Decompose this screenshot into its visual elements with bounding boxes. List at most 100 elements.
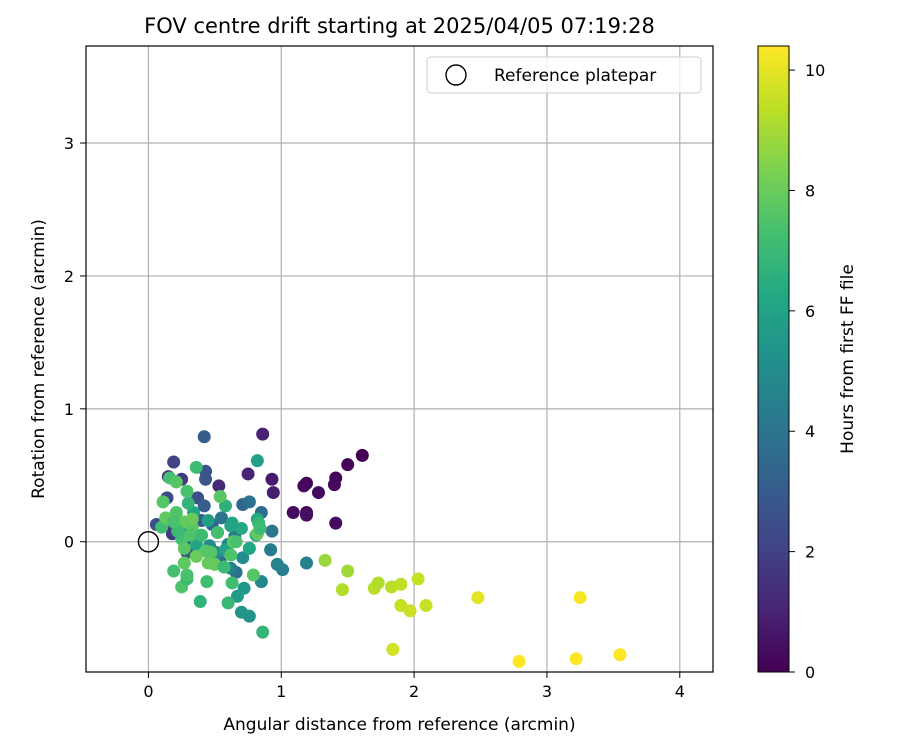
data-point xyxy=(341,458,355,472)
data-point xyxy=(181,496,195,510)
data-point xyxy=(386,642,400,656)
data-point xyxy=(201,556,215,570)
legend-box xyxy=(426,56,702,94)
data-point xyxy=(613,648,627,662)
data-point xyxy=(471,591,485,605)
colorbar-tick-label: 0 xyxy=(805,663,815,682)
data-point xyxy=(242,495,256,509)
reference-marker xyxy=(137,531,160,553)
data-point xyxy=(193,595,207,609)
data-point xyxy=(300,508,314,522)
data-point xyxy=(569,652,583,666)
data-point xyxy=(212,479,226,493)
data-point xyxy=(224,519,238,533)
x-tick-label: 1 xyxy=(276,682,286,701)
data-point xyxy=(573,591,587,605)
colorbar-tick-label: 6 xyxy=(805,302,815,321)
data-point xyxy=(256,625,270,639)
colorbar-tick-label: 4 xyxy=(805,422,815,441)
data-point xyxy=(234,521,248,535)
data-point xyxy=(213,490,227,504)
x-tick-label: 0 xyxy=(143,682,153,701)
data-point xyxy=(253,521,267,535)
data-point xyxy=(177,541,191,555)
data-point xyxy=(167,515,181,529)
data-point xyxy=(224,548,238,562)
data-point xyxy=(180,484,194,498)
data-point xyxy=(177,556,191,570)
data-point xyxy=(197,430,211,444)
data-point xyxy=(341,564,355,578)
colorbar-gradient xyxy=(758,46,789,672)
data-point xyxy=(300,556,314,570)
data-point xyxy=(167,564,181,578)
data-point xyxy=(327,478,341,492)
colorbar-tick-label: 2 xyxy=(805,543,815,562)
colorbar-frame xyxy=(757,45,790,673)
data-point xyxy=(246,568,260,582)
data-point xyxy=(329,516,343,530)
data-point xyxy=(264,543,278,557)
chart-title: FOV centre drift starting at 2025/04/05 … xyxy=(144,14,655,38)
data-point xyxy=(371,576,385,590)
data-point xyxy=(183,528,197,542)
data-point xyxy=(189,549,203,563)
y-axis-ticks: 0 1 2 3 xyxy=(64,134,86,552)
data-point xyxy=(411,572,425,586)
data-point xyxy=(355,448,369,462)
data-point xyxy=(185,512,199,526)
data-point xyxy=(229,535,243,549)
data-point xyxy=(201,513,215,527)
data-point xyxy=(394,577,408,591)
data-point xyxy=(403,604,417,618)
data-point xyxy=(311,486,325,500)
data-point xyxy=(156,495,170,509)
legend-label: Reference platepar xyxy=(494,66,656,86)
data-point xyxy=(195,528,209,542)
y-tick-label: 2 xyxy=(64,267,74,286)
data-point xyxy=(318,553,332,567)
data-point xyxy=(169,475,183,489)
data-point xyxy=(230,589,244,603)
data-point xyxy=(189,460,203,474)
data-point xyxy=(180,568,194,582)
data-point xyxy=(419,599,433,613)
plot-frame xyxy=(85,45,714,673)
colorbar-label: Hours from first FF file xyxy=(838,264,858,454)
data-point xyxy=(167,455,181,469)
data-point xyxy=(199,472,213,486)
x-tick-label: 2 xyxy=(409,682,419,701)
y-tick-label: 1 xyxy=(64,400,74,419)
data-point xyxy=(266,486,280,500)
colorbar-ticks: 0 2 4 6 8 10 xyxy=(789,61,825,682)
scatter-points xyxy=(149,427,627,668)
data-point xyxy=(214,511,228,525)
data-point xyxy=(297,479,311,493)
x-axis-label: Angular distance from reference (arcmin) xyxy=(223,715,575,735)
data-point xyxy=(204,545,218,559)
data-point xyxy=(225,576,239,590)
data-point xyxy=(250,454,264,468)
x-tick-label: 4 xyxy=(675,682,685,701)
data-point xyxy=(270,557,284,571)
colorbar: 0 2 4 6 8 10 Hours from first FF file xyxy=(757,45,858,682)
data-point xyxy=(200,575,214,589)
colorbar-tick-label: 8 xyxy=(805,181,815,200)
data-point xyxy=(241,467,255,481)
y-tick-label: 3 xyxy=(64,134,74,153)
data-point xyxy=(211,525,225,539)
data-point xyxy=(242,541,256,555)
legend: Reference platepar xyxy=(426,56,702,94)
y-tick-label: 0 xyxy=(64,533,74,552)
data-point xyxy=(265,472,279,486)
y-axis-label: Rotation from reference (arcmin) xyxy=(29,219,49,499)
x-tick-label: 3 xyxy=(542,682,552,701)
legend-reference-marker xyxy=(445,64,467,86)
data-point xyxy=(217,560,231,574)
reference-platepar-point xyxy=(137,531,160,553)
data-point xyxy=(236,551,250,565)
x-axis-ticks: 0 1 2 3 4 xyxy=(143,672,685,701)
data-point xyxy=(265,524,279,538)
data-point xyxy=(256,427,270,441)
